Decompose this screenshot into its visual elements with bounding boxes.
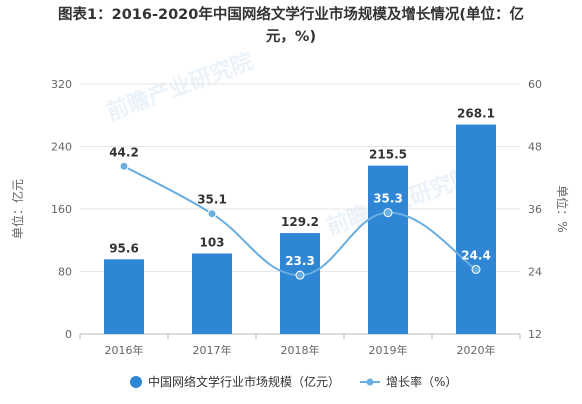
right-axis-label: 单位：%: [555, 185, 570, 232]
right-tick-label: 36: [528, 203, 542, 216]
legend-line-label: 增长率（%）: [386, 374, 457, 389]
legend: 中国网络文学行业市场规模（亿元） 增长率（%）: [130, 374, 457, 389]
line-value-label: 24.4: [461, 248, 491, 262]
bar-2017: [192, 253, 232, 334]
line-value-label: 35.1: [197, 193, 227, 207]
bar-2020: [456, 124, 496, 334]
bar-value-label: 129.2: [281, 215, 319, 229]
right-tick-label: 48: [528, 141, 542, 154]
line-point-2019: [383, 208, 393, 218]
line-series: [119, 161, 481, 280]
right-tick-label: 12: [528, 328, 542, 341]
line-point-2017: [207, 209, 217, 219]
x-axis: 2016年 2017年 2018年 2019年 2020年: [79, 334, 521, 357]
line-point-2016: [119, 161, 129, 171]
x-tick-label: 2017年: [193, 343, 232, 357]
right-tick-label: 60: [528, 78, 542, 91]
left-y-axis: 0 80 160 240 320: [51, 78, 72, 341]
x-tick-label: 2018年: [281, 343, 320, 357]
bar-2019: [368, 165, 408, 334]
legend-bar-label: 中国网络文学行业市场规模（亿元）: [148, 374, 340, 389]
left-axis-label: 单位：亿元: [10, 179, 25, 239]
right-tick-label: 24: [528, 266, 542, 279]
line-value-label: 35.3: [373, 192, 403, 206]
bar-2016: [104, 259, 144, 334]
chart-title-line-1: 图表1：2016-2020年中国网络文学行业市场规模及增长情况(单位：亿: [58, 7, 524, 23]
bar-series: [104, 124, 496, 334]
bar-value-label: 268.1: [457, 107, 495, 121]
bar-data-labels: 95.6 103 129.2 215.5 268.1: [109, 107, 495, 256]
left-tick-label: 0: [65, 328, 72, 341]
line-value-label: 23.3: [285, 254, 315, 268]
chart-title: 图表1：2016-2020年中国网络文学行业市场规模及增长情况(单位：亿 元，%…: [0, 4, 582, 48]
right-y-axis: 12 24 36 48 60: [528, 78, 542, 341]
legend-bar-swatch: [130, 376, 142, 388]
left-tick-label: 80: [58, 266, 72, 279]
line-value-label: 44.2: [109, 145, 139, 159]
legend-line-marker: [366, 378, 374, 386]
x-tick-label: 2019年: [369, 343, 408, 357]
bar-2018: [280, 233, 320, 334]
left-tick-label: 320: [51, 78, 72, 91]
chart-title-line-2: 元，%): [265, 29, 317, 45]
legend-item-bar[interactable]: 中国网络文学行业市场规模（亿元）: [130, 374, 340, 389]
bar-value-label: 103: [199, 236, 224, 250]
line-point-2020: [471, 264, 481, 274]
x-tick-label: 2020年: [457, 343, 496, 357]
bar-value-label: 215.5: [369, 148, 407, 162]
line-point-2018: [295, 270, 305, 280]
x-tick-label: 2016年: [105, 343, 144, 357]
bar-value-label: 95.6: [109, 241, 139, 255]
left-tick-label: 240: [51, 141, 72, 154]
legend-item-line[interactable]: 增长率（%）: [360, 374, 457, 389]
left-tick-label: 160: [51, 203, 72, 216]
line-data-labels: 44.2 35.1 23.3 35.3 24.4: [109, 145, 491, 268]
